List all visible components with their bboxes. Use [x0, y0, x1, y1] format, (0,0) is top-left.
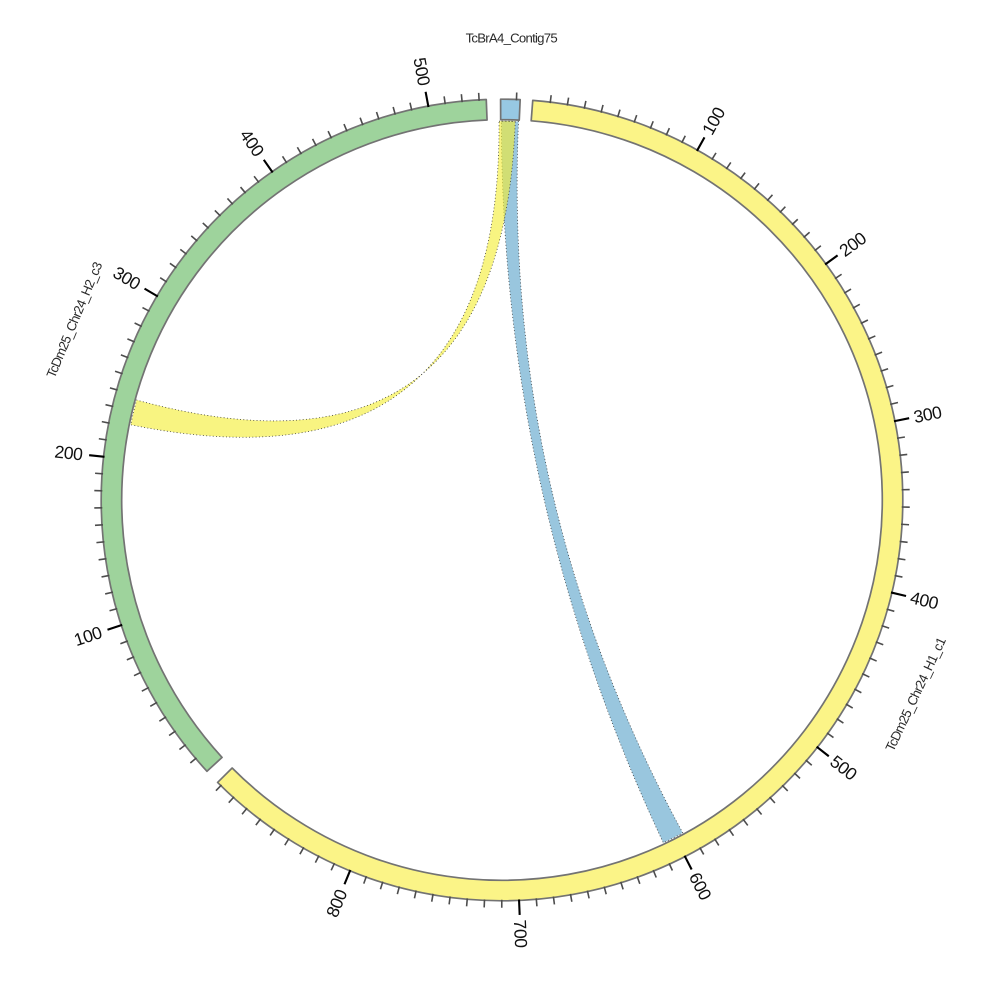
svg-text:TcBrA4_Contig75: TcBrA4_Contig75: [466, 31, 558, 46]
svg-text:700: 700: [510, 919, 531, 948]
svg-text:200: 200: [54, 441, 85, 464]
